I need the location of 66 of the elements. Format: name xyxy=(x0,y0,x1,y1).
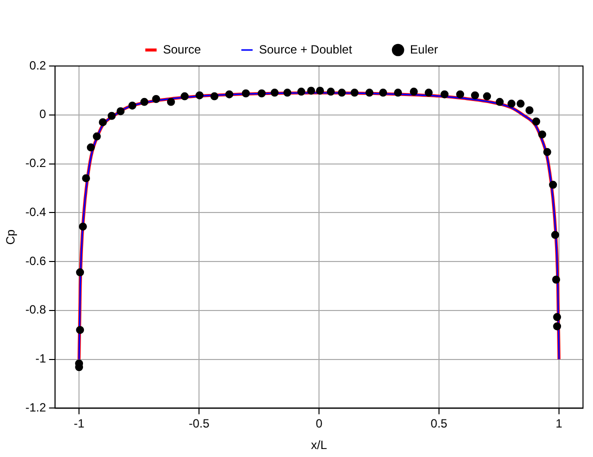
point xyxy=(507,100,516,108)
point xyxy=(532,117,540,126)
point xyxy=(76,268,84,276)
point xyxy=(297,88,306,96)
y-tick-label: -1.2 xyxy=(25,400,46,415)
point xyxy=(440,90,449,98)
point xyxy=(316,86,324,95)
point xyxy=(496,98,504,106)
point xyxy=(242,89,250,98)
y-tick-label: 0 xyxy=(39,107,46,122)
point xyxy=(140,98,148,106)
y-tick-label: -0.4 xyxy=(25,204,46,219)
x-tick-label: 0.5 xyxy=(430,416,448,431)
point xyxy=(553,313,562,322)
y-axis-title: Cp xyxy=(4,229,18,245)
y-tick-label: -0.8 xyxy=(25,302,46,317)
point xyxy=(471,91,480,100)
y-tick-label: -0.2 xyxy=(25,156,46,170)
point xyxy=(553,322,562,330)
x-tick-label: 0 xyxy=(316,416,323,431)
point xyxy=(210,92,218,100)
y-tick-label: 0.2 xyxy=(29,58,46,72)
x-tick-label: -0.5 xyxy=(188,416,210,431)
point xyxy=(196,91,204,100)
point xyxy=(283,88,292,97)
point xyxy=(525,106,534,114)
point xyxy=(225,90,234,98)
legend-label: Source xyxy=(162,42,202,56)
point xyxy=(538,130,546,138)
point xyxy=(338,88,346,97)
point xyxy=(424,88,433,97)
point xyxy=(116,107,125,116)
point xyxy=(166,98,175,106)
point xyxy=(394,88,402,97)
point xyxy=(410,88,418,96)
point xyxy=(549,180,558,189)
point xyxy=(92,132,101,140)
y-tick-label: -1 xyxy=(35,352,46,366)
point xyxy=(326,88,335,96)
point xyxy=(86,143,95,152)
point xyxy=(350,88,359,97)
x-axis-title: x/L xyxy=(311,438,328,452)
x-tick-label: 1 xyxy=(556,416,563,431)
point xyxy=(379,88,388,97)
point xyxy=(76,326,84,334)
point xyxy=(270,88,279,97)
legend-label: Source + Doublet xyxy=(258,42,353,56)
point xyxy=(128,102,136,110)
point xyxy=(552,276,560,284)
point xyxy=(82,174,90,182)
point xyxy=(551,230,560,239)
point xyxy=(180,92,189,100)
point xyxy=(456,90,464,98)
point xyxy=(258,89,266,98)
point xyxy=(98,118,107,126)
legend-label: Euler xyxy=(410,42,438,56)
point xyxy=(108,112,116,120)
point xyxy=(543,148,552,156)
point xyxy=(365,88,374,97)
point xyxy=(483,92,492,100)
point xyxy=(307,86,316,95)
point xyxy=(516,100,525,108)
x-tick-label: -1 xyxy=(74,416,85,431)
point xyxy=(152,95,160,103)
y-tick-label: -0.6 xyxy=(25,254,46,268)
point xyxy=(78,222,87,231)
